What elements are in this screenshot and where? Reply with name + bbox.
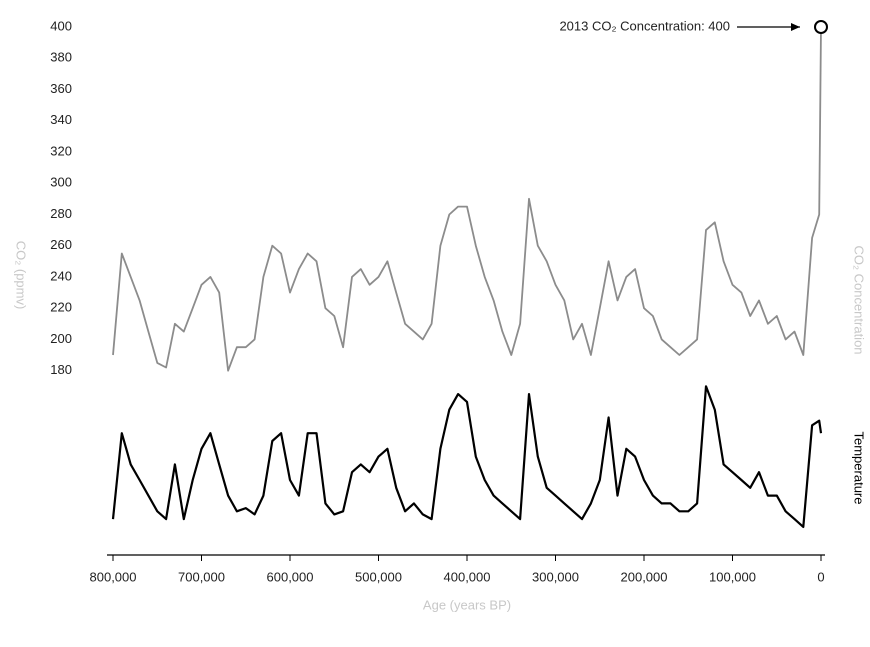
y-tick-label: 180 [50, 362, 72, 377]
data-line [111, 385, 823, 528]
y-tick-label: 220 [50, 300, 72, 315]
x-tick-label: 400,000 [444, 569, 491, 584]
y-tick-label: 340 [50, 112, 72, 127]
y-tick-label: 360 [50, 81, 72, 96]
y-tick-label: 300 [50, 175, 72, 190]
x-tick-label: 0 [817, 569, 824, 584]
y-tick-label: 200 [50, 331, 72, 346]
data-line [112, 26, 822, 372]
x-tick-label: 200,000 [621, 569, 668, 584]
x-tick-label: 300,000 [532, 569, 579, 584]
x-tick-label: 600,000 [267, 569, 314, 584]
y-tick-label: 260 [50, 237, 72, 252]
annotation: 2013 CO₂ Concentration: 400 [559, 18, 730, 33]
x-tick-label: 100,000 [709, 569, 756, 584]
y-tick-label: 320 [50, 143, 72, 158]
series-label: Temperature [852, 432, 867, 505]
y-tick-label: 380 [50, 50, 72, 65]
y-tick-label: 280 [50, 206, 72, 221]
series-label: CO₂ Concentration [852, 245, 867, 354]
y-tick-label: 400 [50, 18, 72, 33]
y-tick-label: 240 [50, 268, 72, 283]
arrow-head [791, 23, 800, 31]
endpoint-marker [814, 20, 828, 34]
y-axis-label: CO₂ (ppmv) [14, 241, 29, 310]
x-tick-label: 500,000 [355, 569, 402, 584]
x-tick-label: 700,000 [178, 569, 225, 584]
x-axis-label: Age (years BP) [423, 597, 511, 612]
x-tick-label: 800,000 [90, 569, 137, 584]
